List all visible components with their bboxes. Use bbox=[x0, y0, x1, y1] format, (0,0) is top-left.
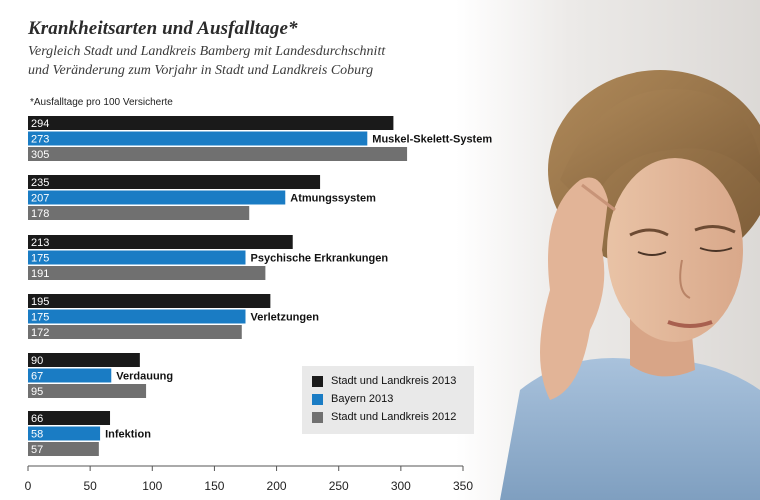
bar-3-0 bbox=[28, 294, 271, 308]
bar-value-label: 175 bbox=[31, 312, 49, 324]
bar-value-label: 294 bbox=[31, 118, 49, 130]
chart-subtitle-line-1: Vergleich Stadt und Landkreis Bamberg mi… bbox=[28, 44, 386, 59]
bar-0-0 bbox=[28, 116, 394, 130]
bar-1-1 bbox=[28, 190, 286, 205]
bar-1-0 bbox=[28, 175, 321, 189]
bar-value-label: 213 bbox=[31, 237, 49, 249]
category-label: Psychische Erkrankungen bbox=[251, 253, 389, 265]
category-label: Verletzungen bbox=[251, 312, 320, 324]
bar-value-label: 58 bbox=[31, 429, 43, 441]
category-label: Infektion bbox=[105, 429, 151, 441]
bar-value-label: 172 bbox=[31, 327, 49, 339]
bar-0-1 bbox=[28, 131, 368, 146]
bar-2-2 bbox=[28, 266, 266, 280]
bar-value-label: 66 bbox=[31, 413, 43, 425]
legend-item-bayern-2013: Bayern 2013 bbox=[312, 390, 464, 408]
bar-value-label: 67 bbox=[31, 371, 43, 383]
chart-subtitle-line-2: und Veränderung zum Vorjahr in Stadt und… bbox=[28, 63, 374, 78]
bar-4-0 bbox=[28, 353, 140, 367]
bar-value-label: 195 bbox=[31, 296, 49, 308]
bar-1-2 bbox=[28, 206, 250, 220]
legend-item-stadt-2013: Stadt und Landkreis 2013 bbox=[312, 372, 464, 390]
bar-value-label: 207 bbox=[31, 193, 49, 205]
bar-4-2 bbox=[28, 384, 147, 398]
bar-value-label: 178 bbox=[31, 208, 49, 220]
x-tick-label: 0 bbox=[25, 479, 32, 493]
bar-2-0 bbox=[28, 235, 293, 249]
woman-with-headache-photo bbox=[500, 70, 760, 500]
category-label: Atmungssystem bbox=[290, 193, 376, 205]
category-label: Muskel-Skelett-System bbox=[372, 134, 492, 146]
bar-value-label: 57 bbox=[31, 444, 43, 456]
bar-value-label: 95 bbox=[31, 386, 43, 398]
chart-title: Krankheitsarten und Ausfalltage* bbox=[28, 18, 298, 39]
bar-5-2 bbox=[28, 442, 99, 456]
bar-value-label: 90 bbox=[31, 355, 43, 367]
bar-value-label: 305 bbox=[31, 149, 49, 161]
bar-3-2 bbox=[28, 325, 242, 339]
chart-legend: Stadt und Landkreis 2013 Bayern 2013 Sta… bbox=[302, 366, 474, 434]
bar-2-1 bbox=[28, 250, 246, 265]
legend-label-stadt-2012: Stadt und Landkreis 2012 bbox=[331, 411, 457, 423]
legend-item-stadt-2012: Stadt und Landkreis 2012 bbox=[312, 408, 464, 426]
x-tick-label: 150 bbox=[204, 479, 224, 493]
legend-label-stadt-2013: Stadt und Landkreis 2013 bbox=[331, 375, 457, 387]
x-tick-label: 200 bbox=[267, 479, 287, 493]
bar-4-1 bbox=[28, 368, 112, 383]
bar-0-2 bbox=[28, 147, 408, 161]
x-tick-label: 350 bbox=[453, 479, 473, 493]
unit-note: *Ausfalltage pro 100 Versicherte bbox=[30, 97, 173, 108]
bar-value-label: 175 bbox=[31, 253, 49, 265]
legend-label-bayern-2013: Bayern 2013 bbox=[331, 393, 394, 405]
category-label: Verdauung bbox=[116, 371, 173, 383]
bar-value-label: 273 bbox=[31, 134, 49, 146]
x-tick-label: 300 bbox=[391, 479, 411, 493]
x-tick-label: 100 bbox=[142, 479, 162, 493]
legend-swatch-stadt-2013 bbox=[312, 375, 323, 387]
bar-3-1 bbox=[28, 309, 246, 324]
legend-swatch-bayern-2013 bbox=[312, 393, 323, 405]
bar-5-1 bbox=[28, 426, 101, 441]
x-tick-label: 250 bbox=[329, 479, 349, 493]
bar-value-label: 191 bbox=[31, 268, 49, 280]
bar-value-label: 235 bbox=[31, 177, 49, 189]
bar-5-0 bbox=[28, 411, 111, 425]
legend-swatch-stadt-2012 bbox=[312, 411, 323, 423]
x-tick-label: 50 bbox=[83, 479, 97, 493]
